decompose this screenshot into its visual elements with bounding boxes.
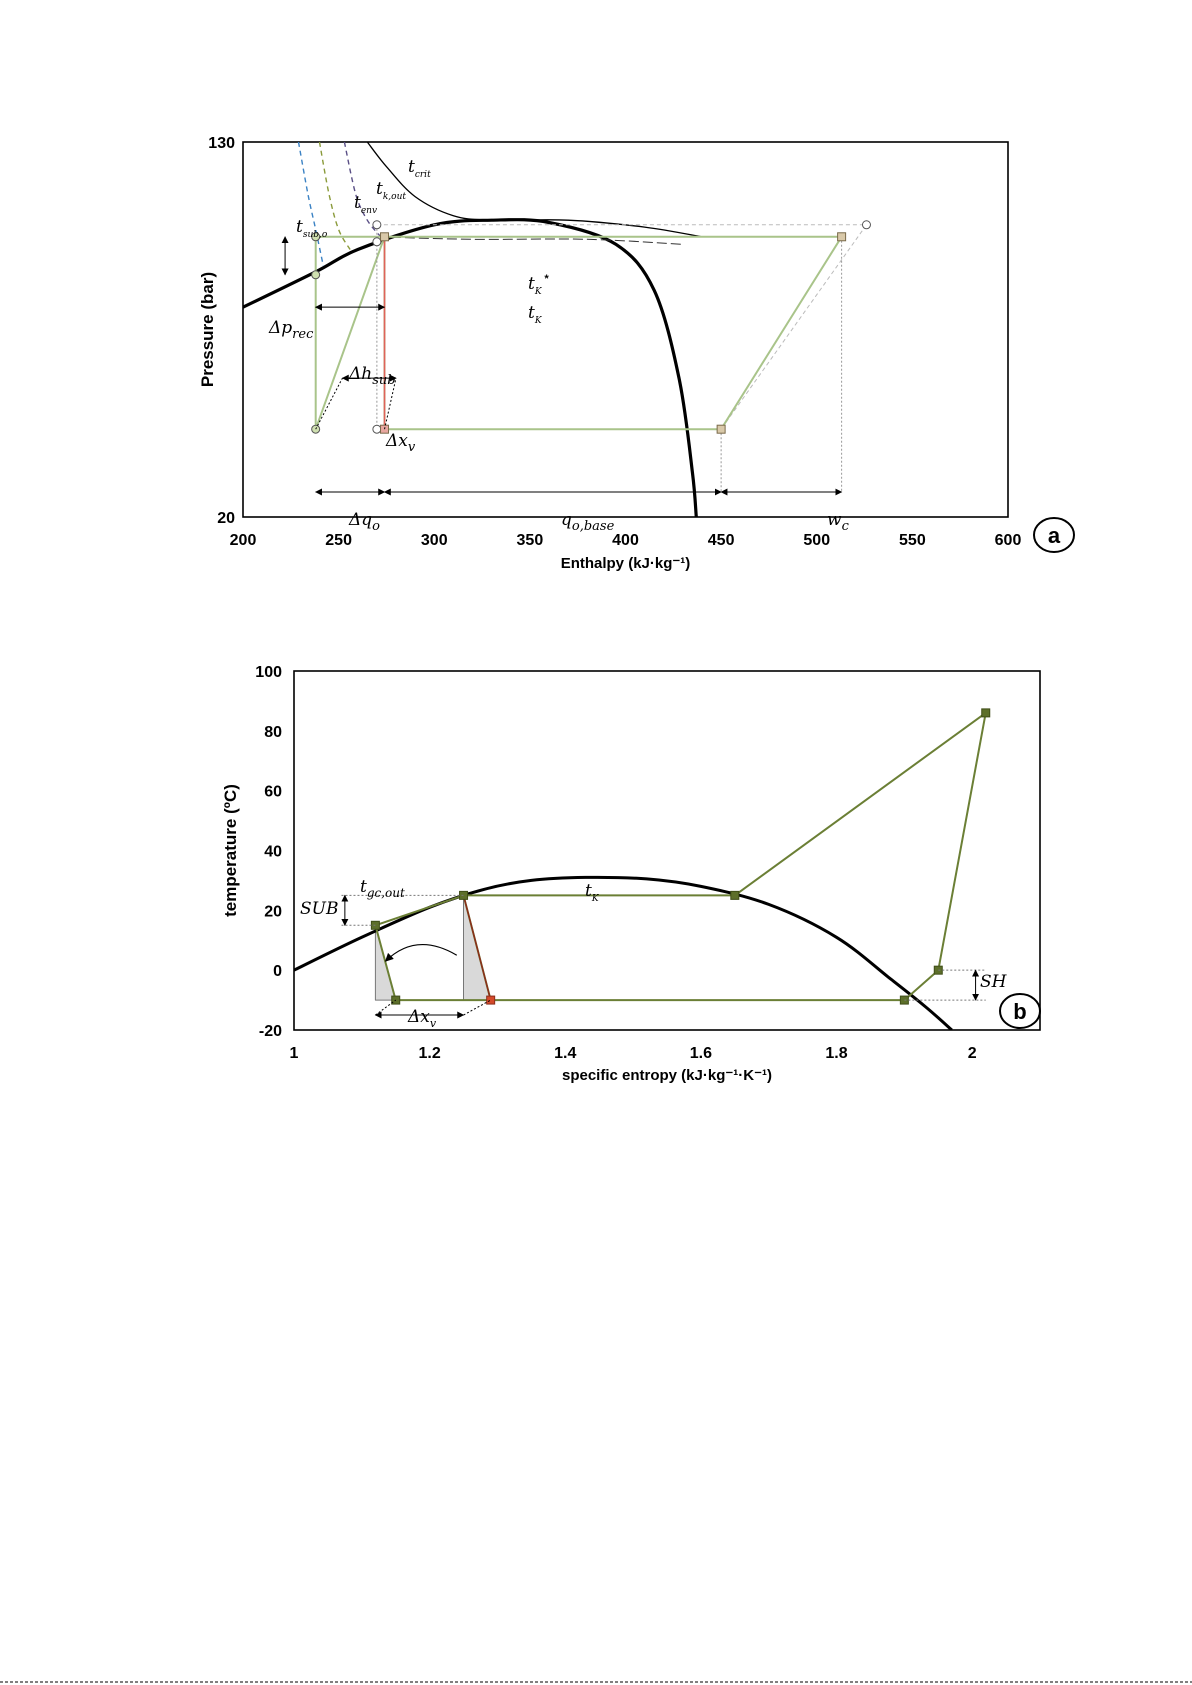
x-tick-label-b: 2 [968, 1045, 977, 1062]
state-point-a [311, 270, 321, 280]
saturation-dome-a [243, 218, 698, 517]
state-point-a [380, 232, 390, 242]
x-tick-label-a: 600 [995, 532, 1022, 549]
label-delta-p-rec: Δprec [268, 318, 314, 342]
panel-label-b-circle [999, 993, 1041, 1029]
label-t-k-star: tK [528, 274, 543, 297]
x-tick-label-a: 250 [325, 532, 352, 549]
state-point-a [372, 237, 382, 247]
delta-xv-lead-b2 [463, 999, 491, 1016]
y-tick-label-b: 0 [273, 963, 282, 980]
y-axis-label-a: Pressure (bar) [198, 272, 217, 387]
label-delta-h-sub: Δhsub [348, 364, 396, 388]
panel-label-b: b [1013, 999, 1026, 1024]
y-tick-label-a: 20 [217, 510, 235, 527]
x-tick-label-a: 500 [803, 532, 830, 549]
state-point-b [486, 995, 496, 1005]
x-tick-label-b: 1.4 [554, 1045, 576, 1062]
x-axis-label-b: specific entropy (kJ·kg⁻¹·K⁻¹) [562, 1067, 772, 1084]
state-point-a [372, 220, 382, 230]
x-tick-label-a: 200 [230, 532, 257, 549]
y-tick-label-b: 40 [264, 844, 282, 861]
y-tick-label-b: 20 [264, 903, 282, 920]
y-tick-label-b: -20 [259, 1023, 282, 1040]
label-sub: SUB [300, 899, 338, 919]
label-t-gc-out: tgc,out [360, 877, 405, 900]
x-tick-label-a: 400 [612, 532, 639, 549]
x-tick-label-b: 1.6 [690, 1045, 712, 1062]
delta-xv-lead-2 [384, 378, 397, 430]
x-tick-label-b: 1.8 [825, 1045, 847, 1062]
y-axis-label-b: temperature (ºC) [221, 784, 240, 917]
state-point-b [459, 890, 469, 900]
label-wc: wc [827, 510, 850, 534]
x-axis-label-a: Enthalpy (kJ·kg⁻¹) [561, 555, 691, 572]
expansion-line-b [462, 895, 492, 1001]
label-sh: SH [980, 972, 1008, 992]
label-qo-base: qo,base [561, 510, 615, 534]
sub-isotherm [297, 142, 324, 267]
env-isotherm [318, 142, 351, 250]
y-tick-label-b: 60 [264, 784, 282, 801]
x-tick-label-a: 550 [899, 532, 926, 549]
x-tick-label-a: 300 [421, 532, 448, 549]
panel-label-a: a [1048, 523, 1061, 548]
y-tick-label-a: 130 [208, 135, 235, 152]
x-tick-label-b: 1.2 [419, 1045, 441, 1062]
label-star: * [544, 273, 549, 285]
label-t-sub: tsub,o [296, 217, 328, 240]
label-t-k-out: tk,out [376, 179, 406, 202]
y-tick-label-b: 100 [255, 664, 282, 681]
label-delta-qo: Δqo [348, 510, 380, 534]
y-tick-label-b: 80 [264, 724, 282, 741]
label-t-k: tK [528, 303, 543, 326]
critical-isotherm [366, 142, 703, 238]
label-delta-xv: Δxv [385, 431, 416, 455]
state-point-a [861, 220, 871, 230]
state-point-a [837, 232, 847, 242]
x-tick-label-a: 350 [517, 532, 544, 549]
state-point-b [730, 890, 740, 900]
state-point-b [981, 708, 991, 718]
label-t-k-b: tK [585, 881, 600, 904]
label-t-env: tenv [354, 193, 377, 216]
plot-area-a [242, 141, 1009, 518]
curved-arrow [384, 944, 458, 962]
delta-xv-lead-b1 [375, 999, 397, 1016]
cycle-b [374, 711, 987, 1002]
label-delta-xv-b: Δxv [407, 1007, 437, 1030]
plot-content-a [243, 142, 871, 517]
tk-isotherm [376, 236, 683, 245]
k-out-isotherm [343, 142, 382, 238]
label-t-crit: tcrit [408, 157, 431, 180]
x-tick-label-a: 450 [708, 532, 735, 549]
state-point-a [311, 232, 321, 242]
cycle-sub-a [314, 235, 386, 431]
state-point-a [372, 424, 382, 434]
state-point-a [716, 424, 726, 434]
x-tick-label-b: 1 [290, 1045, 299, 1062]
cycle-dashed-a [376, 224, 867, 430]
panel-label-a-circle [1033, 517, 1075, 553]
plot-area-b [293, 670, 1041, 1031]
delta-xv-lead-1 [315, 377, 343, 430]
